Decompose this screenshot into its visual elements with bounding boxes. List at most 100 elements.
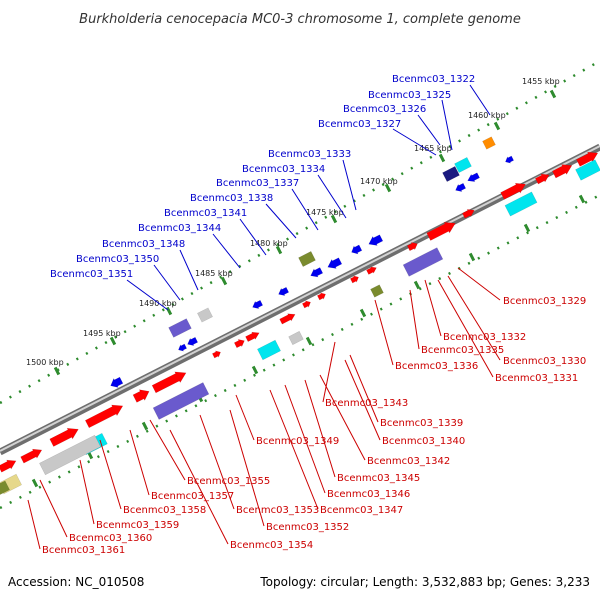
gene-feature[interactable] xyxy=(0,480,10,496)
gene-arrow[interactable] xyxy=(49,424,81,448)
gene-arrow[interactable] xyxy=(350,244,363,257)
gene-label[interactable]: Bcenmc03_1350 xyxy=(76,254,159,265)
genome-summary-text: Topology: circular; Length: 3,532,883 bp… xyxy=(259,575,590,589)
gene-label[interactable]: Bcenmc03_1336 xyxy=(395,361,478,372)
gene-features xyxy=(0,136,600,496)
gene-arrow[interactable] xyxy=(316,291,327,301)
gene-feature[interactable] xyxy=(298,251,316,267)
gene-arrow[interactable] xyxy=(500,179,528,201)
gene-label[interactable]: Bcenmc03_1351 xyxy=(50,269,133,280)
gene-feature[interactable] xyxy=(370,284,384,298)
gene-feature[interactable] xyxy=(152,382,210,420)
gene-arrow[interactable] xyxy=(151,367,189,394)
gene-feature[interactable] xyxy=(442,166,460,182)
gene-label[interactable]: Bcenmc03_1348 xyxy=(102,239,185,250)
gene-label[interactable]: Bcenmc03_1344 xyxy=(138,223,221,234)
gene-feature[interactable] xyxy=(482,136,496,150)
gene-arrow[interactable] xyxy=(426,218,458,242)
gene-label[interactable]: Bcenmc03_1339 xyxy=(380,418,463,429)
gene-label[interactable]: Bcenmc03_1334 xyxy=(242,164,325,175)
gene-arrow[interactable] xyxy=(576,148,600,168)
accession-text: Accession: NC_010508 xyxy=(8,575,144,589)
gene-label[interactable]: Bcenmc03_1346 xyxy=(327,489,410,500)
gene-arrow[interactable] xyxy=(301,299,312,309)
gene-arrow[interactable] xyxy=(251,299,264,311)
gene-feature[interactable] xyxy=(402,247,444,277)
gene-label[interactable]: Bcenmc03_1322 xyxy=(392,74,475,85)
gene-feature[interactable] xyxy=(288,330,304,346)
gene-label[interactable]: Bcenmc03_1335 xyxy=(421,345,504,356)
gene-arrow[interactable] xyxy=(108,376,124,390)
gene-arrow[interactable] xyxy=(462,207,476,220)
gene-label[interactable]: Bcenmc03_1357 xyxy=(151,491,234,502)
gene-arrow[interactable] xyxy=(349,274,360,284)
gene-label[interactable]: Bcenmc03_1325 xyxy=(368,90,451,101)
gene-label[interactable]: Bcenmc03_1338 xyxy=(190,193,273,204)
gene-label[interactable]: Bcenmc03_1345 xyxy=(337,473,420,484)
gene-label[interactable]: Bcenmc03_1330 xyxy=(503,356,586,367)
gene-label[interactable]: Bcenmc03_1332 xyxy=(443,332,526,343)
gene-label[interactable]: Bcenmc03_1341 xyxy=(164,208,247,219)
gene-arrow[interactable] xyxy=(0,456,18,473)
gene-label[interactable]: Bcenmc03_1343 xyxy=(325,398,408,409)
gene-arrow[interactable] xyxy=(366,233,384,248)
gene-label[interactable]: Bcenmc03_1361 xyxy=(42,545,125,556)
gene-arrow[interactable] xyxy=(534,171,552,185)
kbp-label: 1480 kbp xyxy=(250,239,288,248)
kbp-label: 1460 kbp xyxy=(468,111,506,120)
major-tick xyxy=(468,252,476,262)
gene-label[interactable]: Bcenmc03_1327 xyxy=(318,119,401,130)
gene-arrow[interactable] xyxy=(325,256,343,271)
gene-arrow[interactable] xyxy=(406,240,420,252)
lower-gene-labels: Bcenmc03_1329 Bcenmc03_1332 Bcenmc03_133… xyxy=(42,296,586,556)
gene-label[interactable]: Bcenmc03_1352 xyxy=(266,522,349,533)
gene-feature[interactable] xyxy=(39,434,101,476)
gene-arrow[interactable] xyxy=(366,265,378,276)
gene-arrow[interactable] xyxy=(186,336,199,348)
gene-arrow[interactable] xyxy=(454,182,467,194)
gene-label[interactable]: Bcenmc03_1353 xyxy=(236,505,319,516)
gene-label[interactable]: Bcenmc03_1355 xyxy=(187,476,270,487)
gene-feature[interactable] xyxy=(197,307,213,323)
gene-label[interactable]: Bcenmc03_1340 xyxy=(382,436,465,447)
major-tick xyxy=(305,336,313,346)
upper-leader-line xyxy=(126,279,169,311)
gene-feature[interactable] xyxy=(575,159,600,181)
gene-feature[interactable] xyxy=(504,191,538,217)
upper-leader-line xyxy=(317,174,347,219)
gene-label[interactable]: Bcenmc03_1337 xyxy=(216,178,299,189)
gene-arrow[interactable] xyxy=(277,286,290,298)
gene-label[interactable]: Bcenmc03_1349 xyxy=(256,436,339,447)
gene-label[interactable]: Bcenmc03_1331 xyxy=(495,373,578,384)
gene-label[interactable]: Bcenmc03_1347 xyxy=(320,505,403,516)
gene-label[interactable]: Bcenmc03_1354 xyxy=(230,540,313,551)
lower-leader-line xyxy=(199,414,235,510)
gene-label[interactable]: Bcenmc03_1329 xyxy=(503,296,586,307)
gene-feature[interactable] xyxy=(257,339,281,361)
gene-arrow[interactable] xyxy=(20,446,44,465)
gene-arrow[interactable] xyxy=(211,349,222,359)
gene-label[interactable]: Bcenmc03_1358 xyxy=(123,505,206,516)
gene-label[interactable]: Bcenmc03_1333 xyxy=(268,149,351,160)
lower-leader-line xyxy=(39,479,68,538)
kbp-label: 1500 kbp xyxy=(26,358,64,367)
kbp-label: 1485 kbp xyxy=(195,269,233,278)
gene-arrow[interactable] xyxy=(466,172,480,185)
gene-arrow[interactable] xyxy=(552,161,575,180)
gene-arrow[interactable] xyxy=(245,329,261,343)
gene-label[interactable]: Bcenmc03_1326 xyxy=(343,104,426,115)
map-title: Burkholderia cenocepacia MC0-3 chromosom… xyxy=(79,12,521,27)
gene-arrow[interactable] xyxy=(309,266,324,279)
gene-label[interactable]: Bcenmc03_1359 xyxy=(96,520,179,531)
gene-feature[interactable] xyxy=(454,157,472,173)
gene-arrow[interactable] xyxy=(504,155,515,165)
gene-arrow[interactable] xyxy=(279,311,297,325)
gene-arrow[interactable] xyxy=(84,401,125,430)
gene-label[interactable]: Bcenmc03_1360 xyxy=(69,533,152,544)
gene-arrow[interactable] xyxy=(177,343,188,353)
gene-label[interactable]: Bcenmc03_1342 xyxy=(367,456,450,467)
gene-arrow[interactable] xyxy=(233,337,247,349)
gene-feature[interactable] xyxy=(168,318,192,338)
gene-arrow[interactable] xyxy=(132,386,152,404)
